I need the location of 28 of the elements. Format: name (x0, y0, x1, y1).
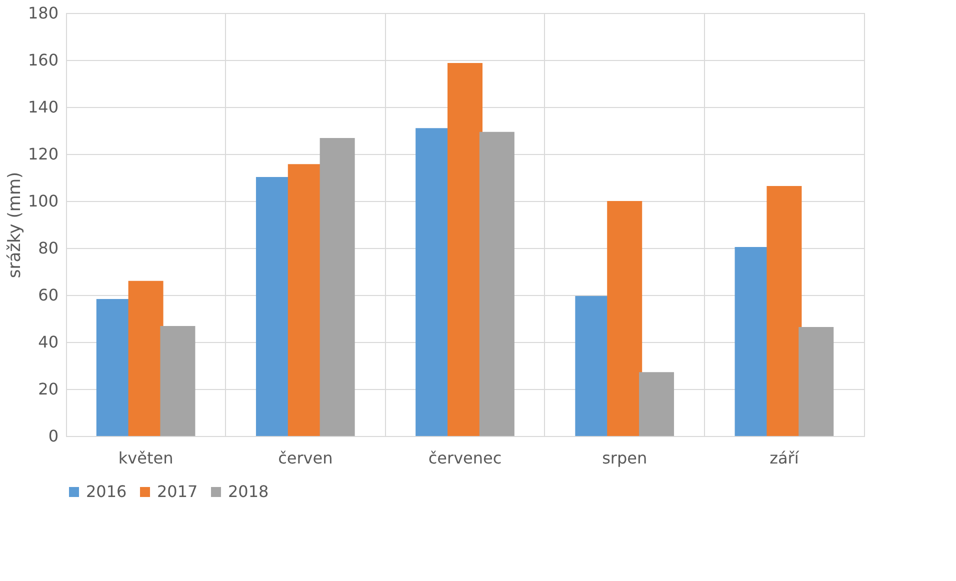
bar (766, 186, 802, 436)
y-tick-label: 100 (28, 192, 58, 210)
y-tick-label: 120 (28, 144, 58, 164)
y-axis-title: srážky (mm) (4, 172, 25, 278)
legend-label: 2018 (228, 482, 269, 501)
y-tick-label: 60 (38, 286, 58, 304)
x-tick-label: červenec (428, 448, 502, 468)
x-tick-label: červen (278, 448, 333, 468)
bar (448, 63, 482, 436)
x-tick-label: květen (118, 448, 174, 468)
y-tick-label: 0 (48, 426, 58, 446)
y-tick-label: 40 (38, 332, 58, 352)
bar (128, 280, 164, 436)
legend-label: 2016 (86, 482, 127, 501)
bar (320, 138, 355, 436)
legend-label: 2017 (157, 482, 198, 501)
y-tick-label: 80 (38, 238, 58, 258)
y-tick-label: 20 (38, 380, 58, 398)
bar (607, 201, 642, 436)
bar (479, 132, 514, 436)
y-tick-label: 140 (28, 98, 58, 116)
y-tick-label: 160 (28, 50, 58, 70)
y-tick-label: 180 (28, 4, 58, 22)
bar (160, 326, 196, 436)
x-tick-label: srpen (602, 448, 648, 468)
bar (639, 372, 674, 436)
x-tick-label: září (770, 448, 800, 468)
bar (798, 326, 834, 436)
